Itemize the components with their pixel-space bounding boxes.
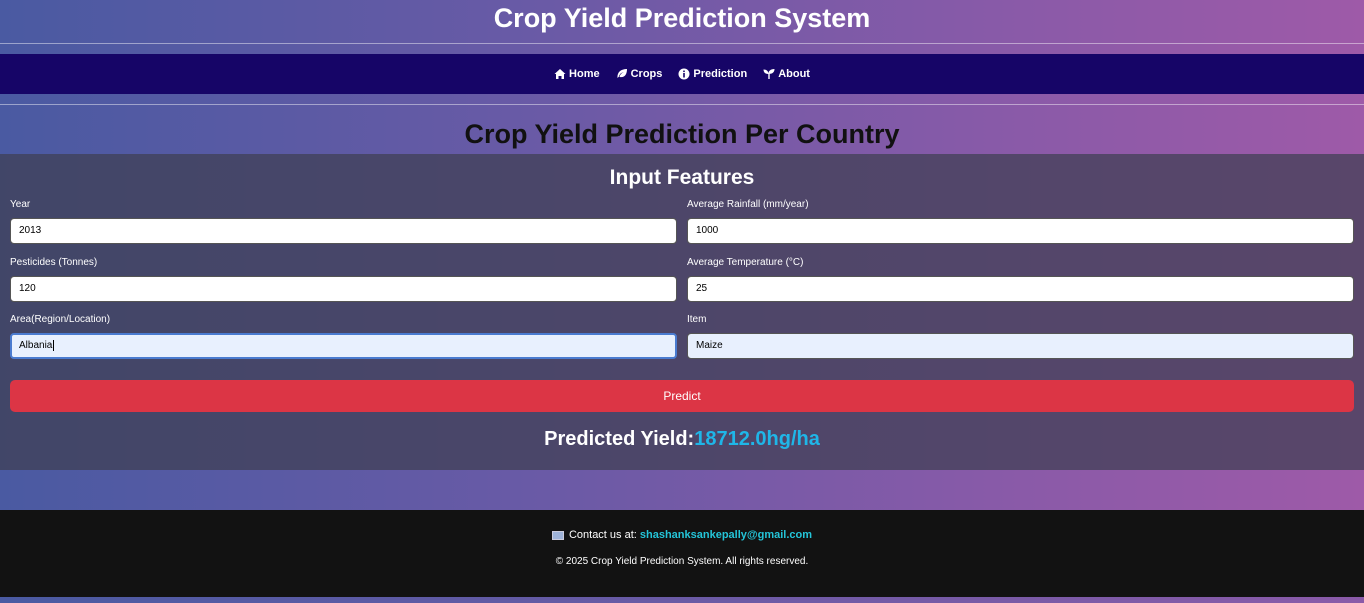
nav-home-label: Home [569, 68, 600, 80]
nav-prediction-label: Prediction [693, 68, 748, 80]
rainfall-input[interactable]: 1000 [687, 218, 1354, 244]
area-input[interactable]: Albania [10, 333, 677, 359]
leaf-icon [617, 69, 627, 78]
nav-divider [0, 104, 1364, 105]
contact-line: Contact us at: shashanksankepally@gmail.… [0, 529, 1364, 541]
copyright-text: © 2025 Crop Yield Prediction System. All… [555, 556, 809, 567]
nav-crops[interactable]: Crops [616, 68, 663, 80]
rainfall-field-group: Average Rainfall (mm/year) 1000 [687, 198, 1354, 244]
nav-home[interactable]: Home [554, 68, 600, 80]
temperature-input[interactable]: 25 [687, 276, 1354, 302]
text-caret [53, 339, 55, 351]
area-label: Area(Region/Location) [10, 314, 111, 325]
predicted-yield-value: 18712.0hg/ha [694, 428, 820, 450]
contact-email-link[interactable]: shashanksankepally@gmail.com [639, 529, 813, 541]
item-label: Item [687, 314, 707, 325]
item-field-group: Item Maize [687, 313, 1354, 359]
year-input[interactable]: 2013 [10, 218, 677, 244]
site-header: Crop Yield Prediction System [0, 0, 1364, 44]
info-icon [678, 68, 690, 80]
temperature-field-group: Average Temperature (°C) 25 [687, 256, 1354, 302]
year-field-group: Year 2013 [10, 198, 677, 244]
predicted-yield-label: Predicted Yield: [544, 428, 695, 450]
header-divider [0, 43, 1364, 44]
year-label: Year [10, 199, 31, 210]
contact-prefix: Contact us at: [568, 529, 637, 541]
pesticides-field-group: Pesticides (Tonnes) 120 [10, 256, 677, 302]
input-panel: Input Features Year 2013 Average Rainfal… [0, 154, 1364, 470]
panel-title: Input Features [609, 166, 755, 189]
nav-about-label: About [778, 68, 810, 80]
predict-button[interactable]: Predict [10, 380, 1354, 412]
bottom-strip [0, 597, 1364, 603]
predicted-yield: Predicted Yield:18712.0hg/ha [0, 428, 1364, 451]
area-field-group: Area(Region/Location) Albania [10, 313, 677, 359]
nav-prediction[interactable]: Prediction [678, 68, 747, 80]
main-navbar: Home Crops Prediction About [0, 54, 1364, 94]
area-input-value: Albania [19, 340, 53, 351]
pesticides-input[interactable]: 120 [10, 276, 677, 302]
nav-about[interactable]: About [763, 68, 810, 80]
envelope-icon [551, 530, 564, 540]
home-icon [554, 69, 566, 79]
page-heading: Crop Yield Prediction Per Country [464, 119, 900, 149]
item-input[interactable]: Maize [687, 333, 1354, 359]
pesticides-label: Pesticides (Tonnes) [10, 257, 98, 268]
seedling-icon [763, 69, 775, 79]
temperature-label: Average Temperature (°C) [687, 257, 804, 268]
site-title: Crop Yield Prediction System [493, 3, 871, 33]
nav-crops-label: Crops [630, 68, 663, 80]
rainfall-label: Average Rainfall (mm/year) [687, 199, 809, 210]
site-footer: Contact us at: shashanksankepally@gmail.… [0, 510, 1364, 597]
